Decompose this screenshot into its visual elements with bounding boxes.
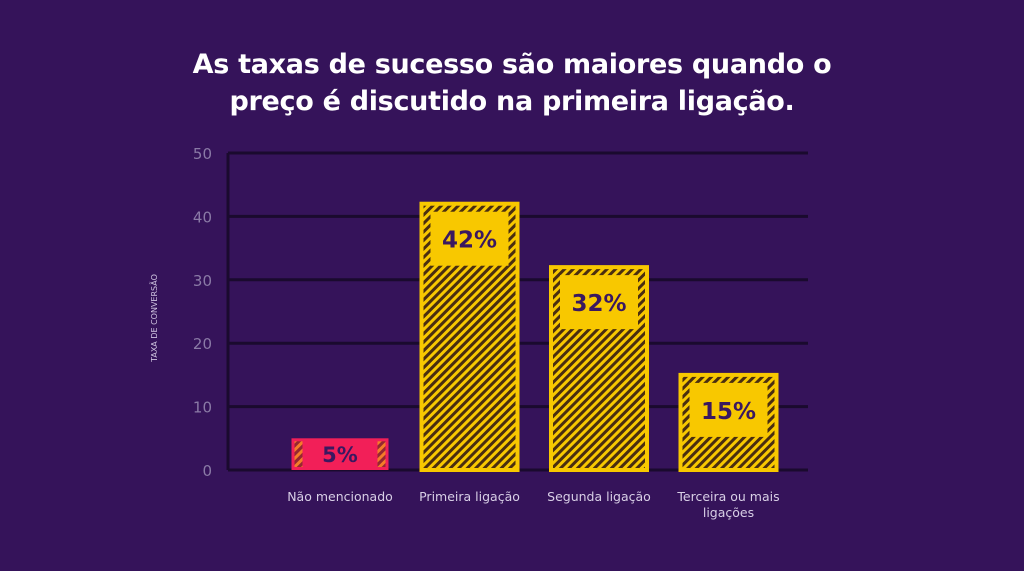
x-tick-label: Segunda ligação: [547, 489, 651, 504]
y-tick-label: 40: [193, 208, 212, 226]
bar-value-label: 5%: [322, 443, 358, 467]
x-tick-label: ligações: [703, 505, 754, 520]
y-axis-label: TAXA DE CONVERSÃO: [149, 274, 159, 363]
x-tick-label: Primeira ligação: [419, 489, 520, 504]
x-tick-label: Não mencionado: [287, 489, 393, 504]
x-tick-label: Terceira ou mais: [676, 489, 779, 504]
bar-value-box: [560, 275, 638, 330]
y-tick-label: 0: [202, 462, 212, 480]
bar-value-label: 42%: [442, 228, 497, 254]
y-tick-label: 50: [193, 145, 212, 163]
bar-value-label: 32%: [571, 291, 626, 317]
chart-title: As taxas de sucesso são maiores quando o…: [0, 46, 1024, 120]
bar-value-box: [689, 382, 768, 437]
bar-value-box: [430, 211, 509, 266]
y-tick-label: 20: [193, 335, 212, 353]
y-tick-label: 10: [193, 399, 212, 417]
chart-title-line-1: As taxas de sucesso são maiores quando o: [192, 49, 832, 80]
bar: [291, 438, 389, 470]
bar-hatch-edge: [377, 441, 386, 467]
chart-title-line-2: preço é discutido na primeira ligação.: [229, 86, 795, 117]
y-tick-label: 30: [193, 272, 212, 290]
bar-hatch-edge: [294, 441, 303, 467]
bar-value-label: 15%: [701, 399, 756, 425]
